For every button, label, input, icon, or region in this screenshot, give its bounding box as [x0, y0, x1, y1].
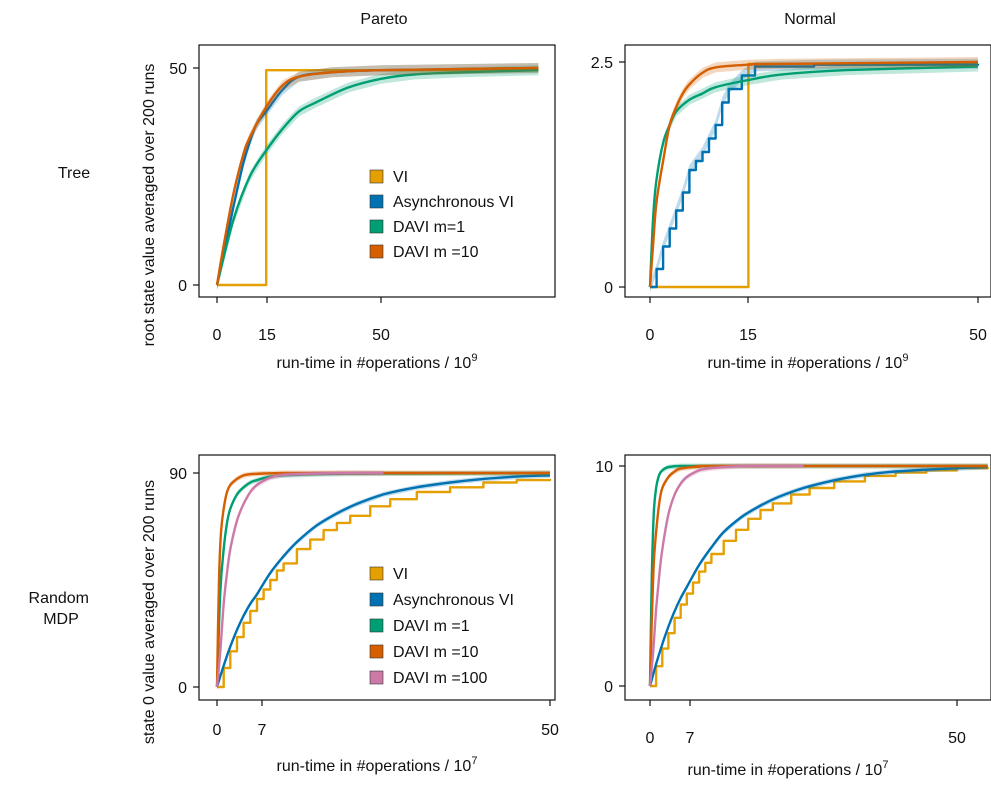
series-line-davi-m-1 — [215, 69, 539, 286]
y-tick-label: 0 — [604, 280, 613, 297]
legend-swatch-davi-m-10 — [369, 244, 384, 259]
x-tick-label: 50 — [948, 730, 966, 747]
x-tick-label: 15 — [258, 327, 276, 344]
x-axis-label: run-time in #operations / 109 — [708, 352, 909, 372]
x-tick-label: 0 — [213, 722, 222, 739]
legend-label-asynchronous-vi: Asynchronous VI — [393, 592, 514, 609]
confidence-band-asynchronous-vi — [650, 464, 988, 689]
panel-tree-normal: 0 2.5 0 15 50 run-time in #operations / 109 — [591, 44, 991, 372]
row-label-mdp: MDP — [43, 611, 79, 628]
y-axis-label: state 0 value averaged over 200 runs — [141, 480, 158, 744]
x-tick-label: 0 — [646, 327, 655, 344]
y-tick-label: 0 — [178, 680, 187, 697]
x-axis-label-text: run-time in #operations / 10 — [277, 355, 472, 372]
column-title-normal: Normal — [784, 11, 836, 28]
y-tick-label: 10 — [595, 459, 613, 476]
x-axis-label-text: run-time in #operations / 10 — [708, 355, 903, 372]
series-line-davi-m-100 — [648, 464, 804, 687]
y-tick-label: 0 — [178, 278, 187, 295]
legend-swatch-vi — [369, 169, 384, 184]
x-axis-label: run-time in #operations / 109 — [277, 352, 478, 372]
legend-swatch-asynchronous-vi — [369, 194, 384, 209]
legend-label-davi-m-1: DAVI m =1 — [393, 618, 470, 635]
x-tick-label: 7 — [686, 730, 695, 747]
legend-label-asynchronous-vi: Asynchronous VI — [393, 194, 514, 211]
legend-label-davi-m-1: DAVI m=1 — [393, 219, 465, 236]
axes-frame — [198, 454, 556, 701]
legend: VI Asynchronous VI DAVI m =1 DAVI m =10 DAVI… — [369, 566, 514, 687]
series-line-davi-m-10 — [648, 60, 979, 288]
panel-tree-pareto: 0 50 0 15 50 run-time in #operations / 109 roo… — [141, 44, 556, 372]
axes-frame — [624, 454, 991, 701]
x-tick-label: 15 — [739, 327, 757, 344]
x-tick-label: 0 — [646, 730, 655, 747]
y-tick-label: 2.5 — [591, 55, 613, 72]
x-tick-label: 0 — [213, 327, 222, 344]
axes-frame — [198, 44, 556, 298]
x-axis-label-text: run-time in #operations / 10 — [688, 762, 883, 779]
y-tick-label: 90 — [169, 466, 187, 483]
series-line-davi-m-10 — [648, 464, 988, 687]
x-axis-label-exponent: 7 — [882, 759, 888, 771]
legend-swatch-davi-m-1 — [369, 219, 384, 234]
legend-swatch-davi-m-100 — [369, 670, 384, 685]
confidence-band-davi-m-1 — [650, 463, 988, 689]
legend-label-davi-m-100: DAVI m =100 — [393, 670, 488, 687]
series-line-davi-m-1 — [648, 65, 979, 288]
legend-label-vi: VI — [393, 169, 408, 186]
series-line-asynchronous-vi — [650, 63, 980, 289]
legend-swatch-asynchronous-vi — [369, 592, 384, 607]
row-label-random: Random — [29, 590, 89, 607]
series-line-davi-m-10 — [215, 66, 539, 286]
legend: VI Asynchronous VI DAVI m=1 DAVI m =10 — [369, 169, 514, 261]
series-group — [215, 470, 552, 690]
legend-swatch-davi-m-1 — [369, 618, 384, 633]
x-axis-label: run-time in #operations / 107 — [277, 755, 478, 775]
axes-frame — [624, 44, 991, 298]
series-group — [648, 57, 980, 292]
series-line-vi — [650, 467, 989, 688]
row-label-random-mdp: Random MDP — [29, 590, 94, 628]
series-line-asynchronous-vi — [648, 465, 988, 687]
y-tick-label: 50 — [169, 61, 187, 78]
confidence-band-davi-m-10 — [650, 463, 988, 689]
series-group — [215, 63, 539, 290]
x-axis-label-text: run-time in #operations / 10 — [277, 758, 472, 775]
x-axis-label-exponent: 9 — [471, 352, 477, 364]
legend-swatch-vi — [369, 566, 384, 581]
x-axis-label: run-time in #operations / 107 — [688, 759, 889, 779]
legend-swatch-davi-m-10 — [369, 644, 384, 659]
x-axis-label-exponent: 9 — [902, 352, 908, 364]
legend-label-vi: VI — [393, 566, 408, 583]
row-label-tree: Tree — [58, 165, 90, 182]
x-tick-label: 50 — [541, 722, 559, 739]
y-tick-label: 0 — [604, 679, 613, 696]
x-tick-label: 50 — [372, 327, 390, 344]
series-line-davi-m-10 — [215, 471, 550, 688]
series-line-davi-m-1 — [648, 464, 988, 687]
x-tick-label: 7 — [258, 722, 267, 739]
series-line-davi-m-100 — [215, 471, 384, 688]
y-axis-label: root state value averaged over 200 runs — [141, 64, 158, 347]
series-group — [648, 463, 989, 689]
x-tick-label: 50 — [969, 327, 987, 344]
series-line-asynchronous-vi — [215, 474, 551, 688]
legend-label-davi-m-10: DAVI m =10 — [393, 644, 479, 661]
legend-label-davi-m-10: DAVI m =10 — [393, 244, 479, 261]
series-line-vi — [217, 478, 552, 689]
column-title-pareto: Pareto — [360, 11, 407, 28]
x-axis-label-exponent: 7 — [471, 755, 477, 767]
